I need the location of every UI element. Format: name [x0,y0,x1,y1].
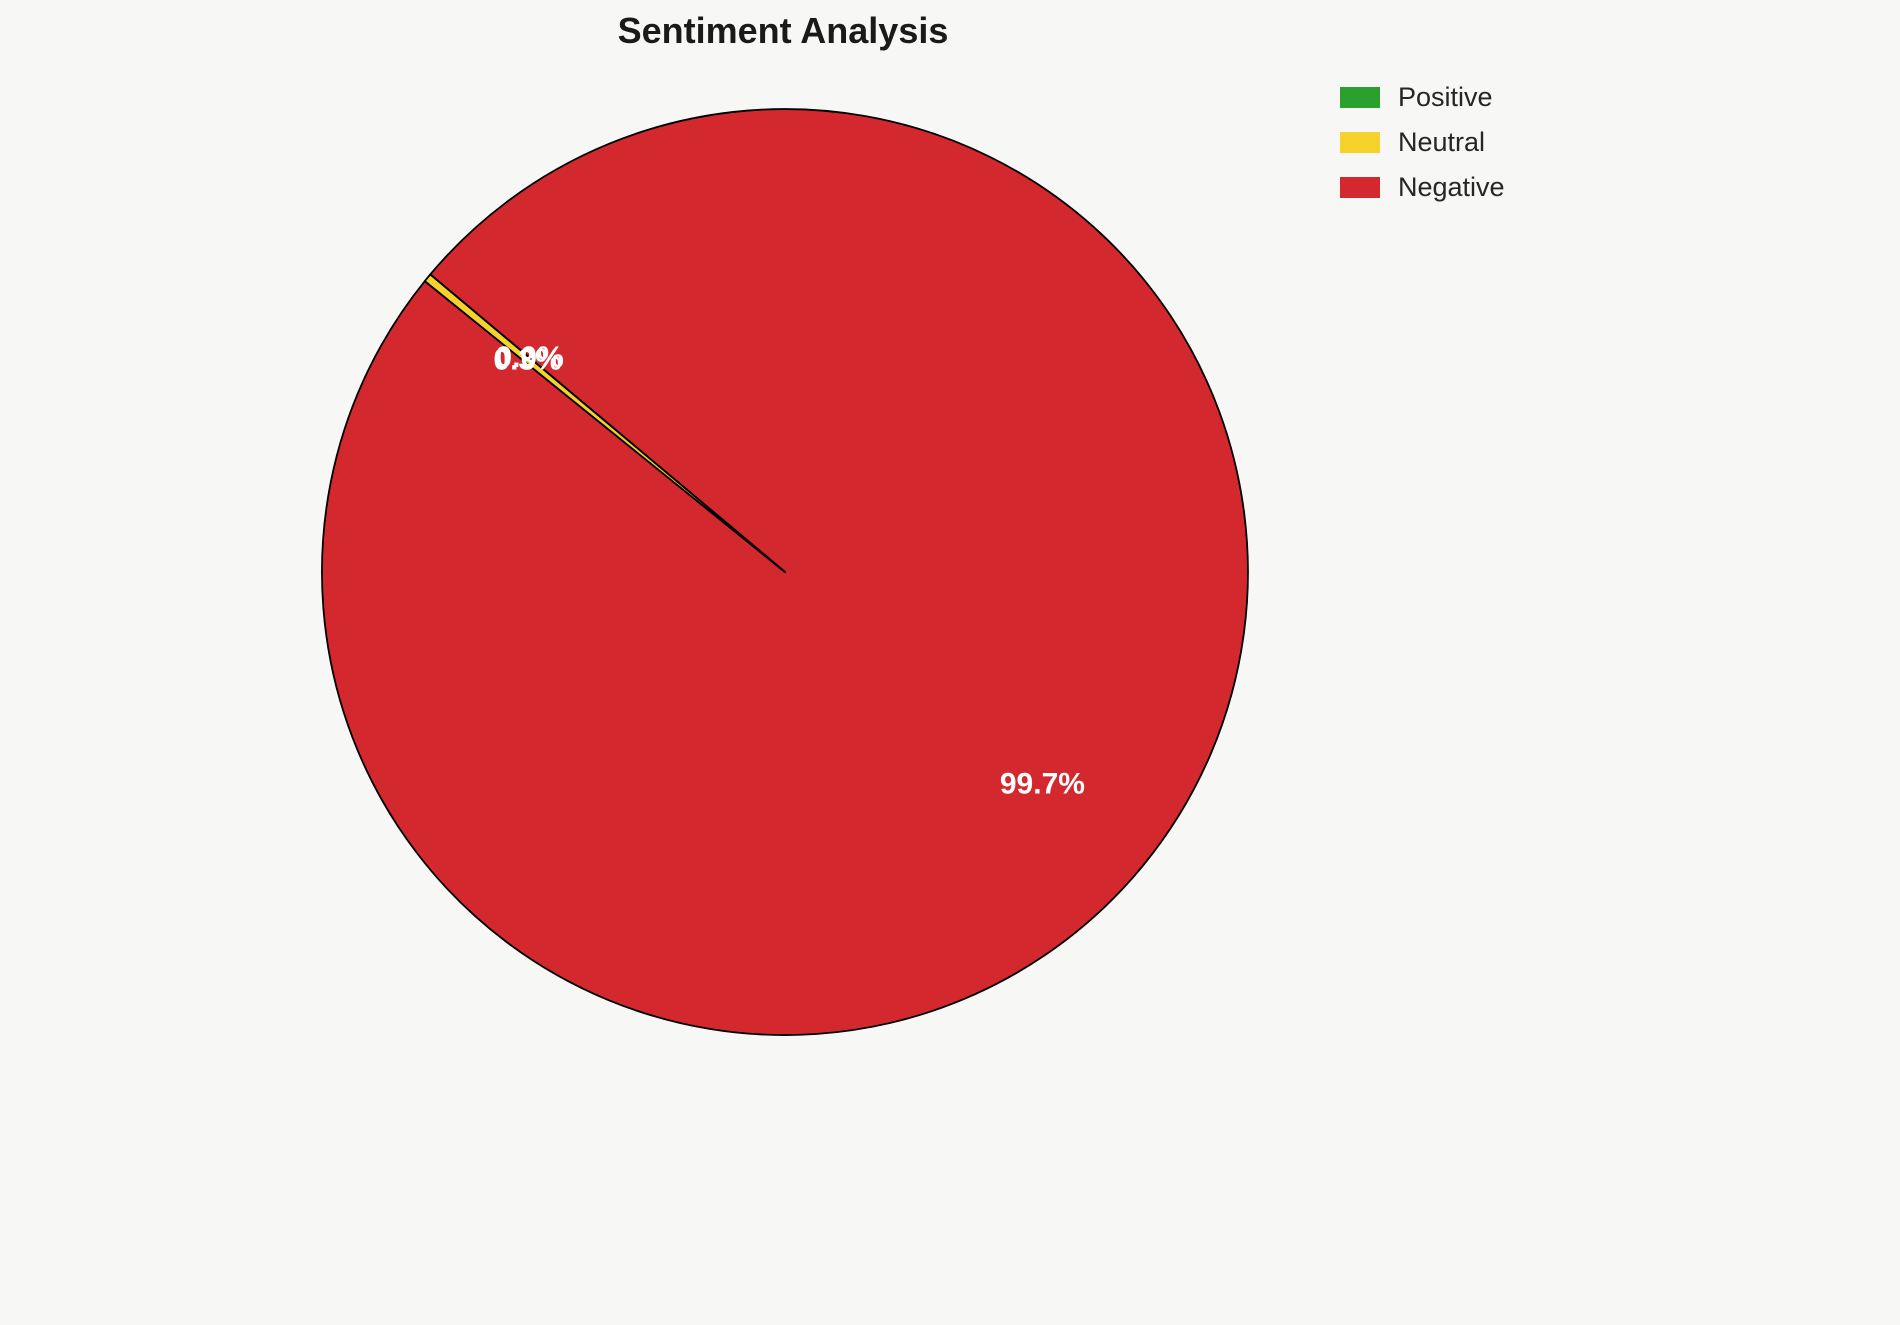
legend-swatch-negative [1340,177,1380,198]
chart-title: Sentiment Analysis [617,10,949,51]
percent-label-positive: 0.0% [495,341,563,374]
legend-label: Negative [1398,172,1505,202]
legend-swatch-neutral [1340,132,1380,153]
percent-label-neutral: 0.3% [493,344,561,377]
legend-item-positive: Positive [1340,82,1505,113]
legend-swatch-positive [1340,87,1380,108]
legend-label: Neutral [1398,127,1486,157]
pie-slice-positive [429,273,786,573]
percent-label-negative: 99.7% [1000,767,1085,800]
legend-item-negative: Negative [1340,172,1505,203]
legend-item-neutral: Neutral [1340,127,1505,158]
legend-label: Positive [1398,82,1493,112]
legend: Positive Neutral Negative [1340,82,1505,203]
